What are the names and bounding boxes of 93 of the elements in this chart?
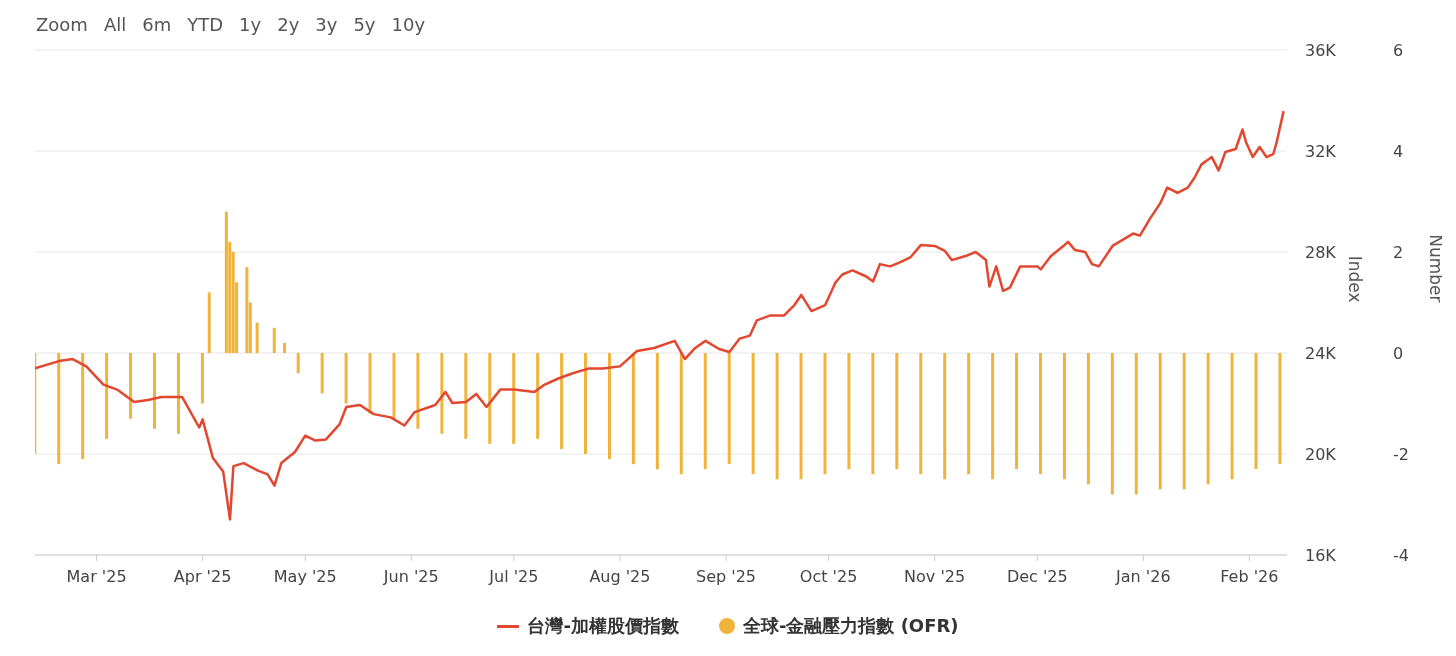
bar <box>991 353 995 480</box>
bar <box>368 353 372 414</box>
text: Zoom <box>35 12 89 37</box>
text: All <box>102 12 128 37</box>
bar <box>464 353 468 439</box>
bar <box>679 353 683 475</box>
bar <box>105 353 109 439</box>
legend-label: 全球-金融壓力指數 (OFR) <box>742 614 959 638</box>
bar <box>1134 353 1138 495</box>
y2-tick-label: -2 <box>1393 444 1409 464</box>
bar <box>153 353 157 429</box>
x-tick-label: Dec '25 <box>1006 567 1068 587</box>
bar <box>1110 353 1114 495</box>
bar <box>488 353 492 444</box>
bar <box>1254 353 1258 470</box>
bar <box>392 353 396 419</box>
bar <box>255 322 259 353</box>
x-tick-label: Jul '25 <box>488 567 539 587</box>
bar <box>823 353 827 475</box>
y-tick-label: 16K <box>1305 545 1337 565</box>
y-tick-label: 32K <box>1305 141 1337 161</box>
x-tick-label: Jan '26 <box>1115 567 1171 587</box>
y2-axis-title: Number <box>1425 234 1446 303</box>
bar <box>176 353 180 434</box>
y-tick-label: 24K <box>1305 343 1337 363</box>
bar <box>727 353 731 465</box>
line-series <box>35 109 1285 521</box>
x-tick-label: May '25 <box>273 567 337 587</box>
bar <box>871 353 875 475</box>
bar <box>631 353 635 465</box>
bar <box>799 353 803 480</box>
bar <box>607 353 611 460</box>
x-tick-label: Sep '25 <box>695 567 756 587</box>
y2-tick-label: 6 <box>1393 40 1404 60</box>
x-tick-label: Apr '25 <box>173 567 232 587</box>
bar <box>272 327 276 353</box>
x-tick-label: Jun '25 <box>382 567 439 587</box>
bar <box>775 353 779 480</box>
bar <box>1038 353 1042 475</box>
bar <box>320 353 324 394</box>
y-tick-label: 20K <box>1305 444 1337 464</box>
y2-tick-label: 4 <box>1393 141 1404 161</box>
text: YTD <box>186 12 225 37</box>
bar <box>224 211 228 353</box>
bar <box>895 353 899 470</box>
bar <box>584 353 588 454</box>
y2-tick-label: 2 <box>1393 242 1404 262</box>
y2-tick-label: 0 <box>1393 343 1404 363</box>
bar <box>81 353 85 460</box>
bar <box>283 342 287 353</box>
x-tick-label: Aug '25 <box>589 567 651 587</box>
bar <box>245 267 249 353</box>
bar <box>655 353 659 470</box>
text: 5y <box>352 12 377 37</box>
x-tick-label: Oct '25 <box>799 567 858 587</box>
x-tick-label: Mar '25 <box>66 567 127 587</box>
text: 1y <box>238 12 263 37</box>
bar <box>200 353 204 404</box>
text: 6m <box>141 12 173 37</box>
bar <box>1015 353 1019 470</box>
bar <box>703 353 707 470</box>
bar <box>1062 353 1066 480</box>
bar <box>129 353 133 419</box>
bar <box>536 353 540 439</box>
text: 2y <box>276 12 301 37</box>
x-tick-label: Nov '25 <box>904 567 966 587</box>
bar <box>919 353 923 475</box>
y-tick-label: 28K <box>1305 242 1337 262</box>
bar <box>1182 353 1186 490</box>
bar <box>57 353 61 465</box>
y-tick-label: 36K <box>1305 40 1337 60</box>
bar <box>296 353 300 374</box>
bar <box>943 353 947 480</box>
bar <box>560 353 564 449</box>
bar <box>751 353 755 475</box>
text: 10y <box>390 12 427 37</box>
bar <box>440 353 444 434</box>
bar <box>967 353 971 475</box>
bar <box>1230 353 1234 480</box>
x-tick-label: Feb '26 <box>1220 567 1279 587</box>
bar <box>416 353 420 429</box>
bar <box>847 353 851 470</box>
text: 3y <box>314 12 339 37</box>
bar <box>1278 353 1282 465</box>
bar <box>207 292 211 353</box>
bar <box>1206 353 1210 485</box>
y-axis-title: Index <box>1344 255 1365 303</box>
bar <box>1158 353 1162 490</box>
bar <box>344 353 348 404</box>
y2-tick-label: -4 <box>1393 545 1409 565</box>
bar <box>512 353 516 444</box>
bar <box>1086 353 1090 485</box>
legend-label: 台灣-加權股價指數 <box>527 614 679 638</box>
